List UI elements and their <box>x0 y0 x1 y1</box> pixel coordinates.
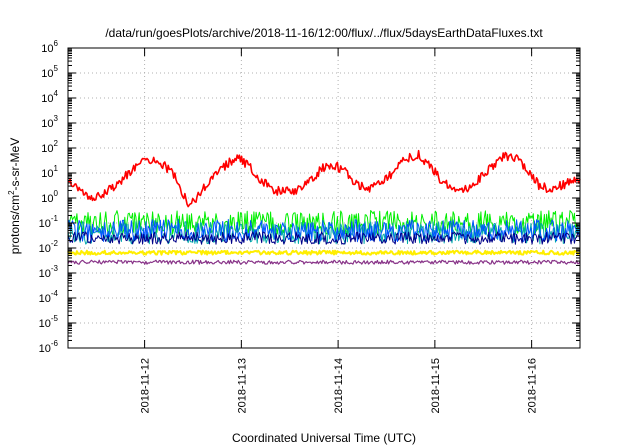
y-tick-label: 10-2 <box>39 239 59 255</box>
y-axis-label-main: protons/cm <box>8 195 22 254</box>
y-tick-label: 103 <box>41 114 58 130</box>
y-tick-base: 10 <box>39 243 51 255</box>
y-tick-exponent: -2 <box>51 239 59 248</box>
y-tick-exponent: 2 <box>54 139 59 148</box>
y-tick-base: 10 <box>39 218 51 230</box>
series-line <box>67 218 581 243</box>
y-tick-exponent: -3 <box>51 264 59 273</box>
y-tick-label: 10-3 <box>39 264 59 280</box>
y-tick-label: 100 <box>41 189 58 205</box>
y-tick-exponent: -4 <box>51 289 59 298</box>
y-axis-label-rest: -s-sr-MeV <box>8 138 22 191</box>
y-tick-exponent: -5 <box>51 314 59 323</box>
y-tick-base: 10 <box>41 118 53 130</box>
y-tick-label: 102 <box>41 139 58 155</box>
series-line <box>67 231 581 245</box>
plot-frame <box>67 47 581 349</box>
series-line <box>67 259 581 265</box>
chart-title: /data/run/goesPlots/archive/2018-11-16/1… <box>105 26 543 40</box>
y-tick-base: 10 <box>39 268 51 280</box>
y-tick-label: 10-6 <box>39 339 59 355</box>
x-tick-label: 2018-11-12 <box>140 358 152 413</box>
series-layer <box>67 149 581 265</box>
y-tick-exponent: -1 <box>51 214 59 223</box>
y-tick-label: 10-1 <box>39 214 59 230</box>
y-tick-label: 10-5 <box>39 314 59 330</box>
axes <box>67 47 581 349</box>
y-tick-base: 10 <box>39 293 51 305</box>
y-tick-label: 106 <box>41 39 58 55</box>
y-tick-exponent: 0 <box>54 189 59 198</box>
series-line <box>67 249 581 256</box>
y-axis-label: protons/cm2-s-sr-MeV <box>7 138 22 254</box>
y-tick-base: 10 <box>41 168 53 180</box>
y-tick-label: 10-4 <box>39 289 59 305</box>
y-tick-exponent: 1 <box>54 164 59 173</box>
y-tick-base: 10 <box>41 143 53 155</box>
y-tick-label: 105 <box>41 64 58 80</box>
series-line <box>67 149 581 208</box>
y-tick-base: 10 <box>39 318 51 330</box>
y-tick-labels: 10-610-510-410-310-210-11001011021031041… <box>39 39 59 355</box>
x-tick-label: 2018-11-15 <box>430 358 442 413</box>
y-tick-exponent: 5 <box>54 64 59 73</box>
y-tick-base: 10 <box>39 343 51 355</box>
x-tick-label: 2018-11-14 <box>333 358 345 413</box>
y-tick-exponent: -6 <box>51 339 59 348</box>
y-tick-base: 10 <box>41 68 53 80</box>
y-tick-base: 10 <box>41 193 53 205</box>
y-tick-exponent: 4 <box>54 89 59 98</box>
x-tick-label: 2018-11-16 <box>527 358 539 413</box>
y-tick-label: 104 <box>41 89 58 105</box>
x-tick-label: 2018-11-13 <box>236 358 248 413</box>
y-tick-base: 10 <box>41 43 53 55</box>
y-tick-label: 101 <box>41 164 58 180</box>
y-tick-base: 10 <box>41 93 53 105</box>
y-tick-exponent: 6 <box>54 39 59 48</box>
y-tick-exponent: 3 <box>54 114 59 123</box>
x-axis-label: Coordinated Universal Time (UTC) <box>232 431 416 445</box>
y-axis-label-sup: 2 <box>7 190 16 195</box>
x-tick-labels: 2018-11-12 2018-11-13 2018-11-14 2018-11-15… <box>140 358 539 413</box>
